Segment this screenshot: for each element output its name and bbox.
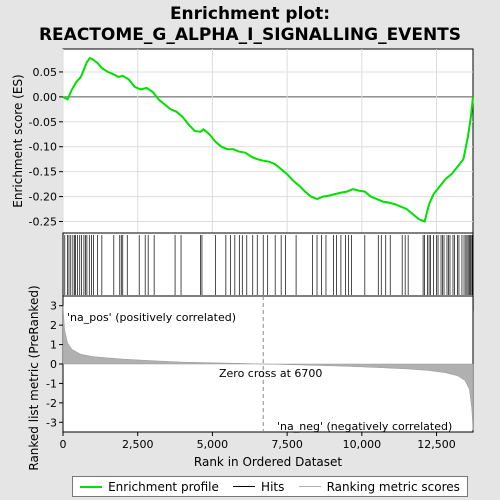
metric-y-tick-label: -2: [46, 397, 57, 410]
enrichment-profile-line: [62, 56, 474, 223]
metric-y-tick-label: 2: [50, 319, 57, 332]
line-swatch-icon: [80, 485, 103, 488]
es-y-tick-label: -0.25: [29, 216, 57, 229]
es-y-tick-label: -0.20: [29, 191, 57, 204]
metric-y-tick-label: -1: [46, 377, 57, 390]
zero-cross-label: Zero cross at 6700: [219, 367, 322, 380]
legend-label-hits: Hits: [261, 479, 285, 494]
ranking-metric-area: [62, 305, 474, 431]
es-panel: [62, 48, 474, 234]
neg-correlated-label: 'na_neg' (negatively correlated): [277, 420, 452, 433]
chart-title-line2: REACTOME_G_ALPHA_I_SIGNALLING_EVENTS: [39, 25, 461, 45]
es-y-tick-label: 0.00: [33, 91, 58, 104]
es-panel-content: [62, 49, 474, 233]
metric-y-axis: 3 2 1 0 -1 -2 -3: [46, 300, 63, 429]
legend-label-profile: Enrichment profile: [108, 479, 219, 494]
metric-y-axis-label: Ranked list metric (PreRanked): [27, 285, 41, 470]
x-axis: 0 2,500 5,000 7,500 10,000 12,500: [60, 432, 456, 451]
es-y-axis-label: Enrichment score (ES): [11, 74, 25, 207]
x-tick-label: 7,500: [271, 438, 303, 451]
es-y-tick-label: 0.05: [33, 66, 58, 79]
pos-correlated-label: 'na_pos' (positively correlated): [67, 311, 236, 324]
metric-y-tick-label: -3: [46, 416, 57, 429]
x-tick-label: 5,000: [197, 438, 229, 451]
es-y-tick-label: -0.10: [29, 141, 57, 154]
hits-marks: [64, 235, 473, 295]
es-y-tick-label: -0.15: [29, 166, 57, 179]
metric-y-tick-label: 0: [50, 358, 57, 371]
line-swatch-icon: [298, 486, 321, 487]
legend-item-hits: Hits: [233, 480, 284, 494]
metric-y-tick-label: 1: [50, 339, 57, 352]
x-tick-label: 12,500: [417, 438, 456, 451]
metric-y-tick-label: 3: [50, 300, 57, 313]
es-y-axis: 0.05 0.00 -0.05 -0.10 -0.15 -0.20 -0.25: [29, 66, 63, 229]
chart-title-line1: Enrichment plot:: [170, 4, 330, 24]
x-axis-label: Rank in Ordered Dataset: [194, 455, 342, 469]
legend: Enrichment profile Hits Ranking metric s…: [72, 476, 468, 497]
legend-item-metric: Ranking metric scores: [298, 479, 460, 494]
x-tick-label: 0: [60, 438, 67, 451]
metric-content: [62, 296, 474, 432]
legend-item-profile: Enrichment profile: [80, 480, 219, 494]
es-y-tick-label: -0.05: [29, 116, 57, 129]
x-tick-label: 10,000: [343, 438, 382, 451]
legend-label-metric: Ranking metric scores: [326, 479, 460, 494]
line-swatch-icon: [233, 486, 256, 487]
x-tick-label: 2,500: [122, 438, 154, 451]
